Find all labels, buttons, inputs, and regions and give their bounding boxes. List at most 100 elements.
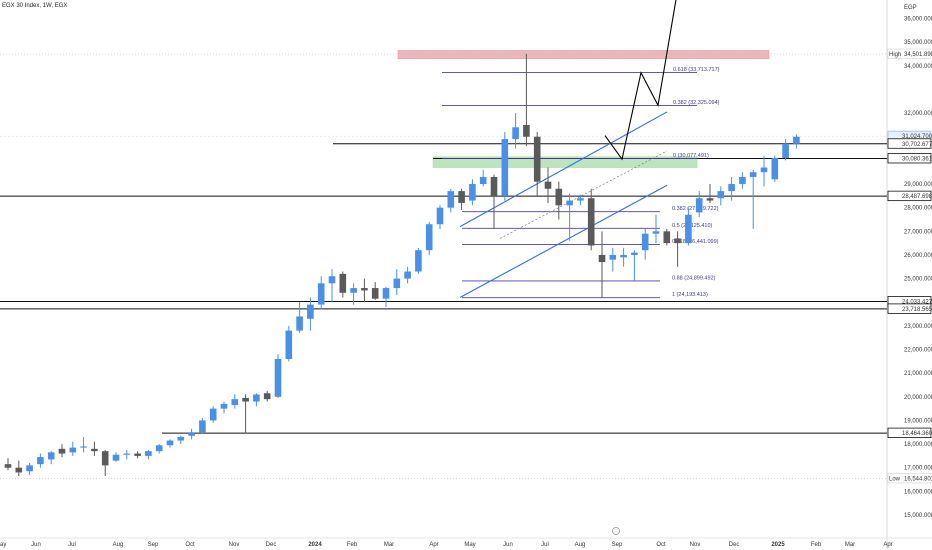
candle-body[interactable] [58, 448, 66, 454]
candle-body[interactable] [393, 278, 401, 289]
time-axis-label: Dec [266, 542, 277, 548]
candle-body[interactable] [793, 136, 800, 144]
candle-body[interactable] [685, 214, 692, 244]
candle-body[interactable] [652, 231, 660, 234]
candle-body[interactable] [609, 254, 617, 260]
time-axis-label: May [464, 542, 475, 548]
candle-body[interactable] [425, 224, 433, 251]
candle-body[interactable] [112, 454, 120, 461]
time-axis-label: Feb [811, 542, 822, 548]
candle-body[interactable] [598, 254, 606, 263]
candle-body[interactable] [447, 191, 455, 208]
fib-level-label: 0.618 (33,713.717) [673, 67, 720, 73]
candle-body[interactable] [641, 233, 649, 251]
candle-body[interactable] [404, 271, 411, 279]
candle-body[interactable] [231, 399, 239, 406]
time-axis-label: Feb [347, 542, 358, 548]
candle-body[interactable] [155, 445, 163, 452]
price-axis-tick: 15,000.000 [904, 513, 932, 519]
candle-body[interactable] [523, 124, 530, 137]
time-axis-label: 2024 [308, 542, 322, 548]
fib-level-label: 0.5 (27,125.410) [672, 223, 713, 229]
candle-body[interactable] [350, 288, 357, 293]
fib-level-label: 0.88 (24,899.492) [672, 275, 716, 281]
candle-body[interactable] [242, 397, 249, 402]
candle-body[interactable] [566, 200, 573, 206]
time-axis-label: Apr [429, 542, 438, 548]
candle-body[interactable] [458, 191, 465, 203]
channel-upper-line[interactable] [459, 111, 668, 228]
candle-body[interactable] [220, 403, 228, 409]
candle-body[interactable] [663, 231, 671, 244]
candle-body[interactable] [782, 143, 789, 159]
projection-path[interactable] [604, 0, 677, 161]
candle-body[interactable] [47, 452, 55, 460]
candle-body[interactable] [469, 184, 476, 201]
candle-body[interactable] [577, 198, 584, 201]
candle-body[interactable] [296, 316, 303, 331]
price-axis-tick: 32,000.000 [904, 111, 932, 117]
candle-body[interactable] [317, 283, 325, 305]
candle-body[interactable] [209, 408, 217, 421]
candle-body[interactable] [134, 453, 141, 456]
price-axis-tick: 25,000.000 [904, 277, 932, 283]
candle-body[interactable] [771, 158, 779, 180]
candle-body[interactable] [188, 432, 195, 436]
time-axis-label: Nov [229, 542, 240, 548]
price-axis-currency: EGP [904, 5, 917, 11]
candle-body[interactable] [371, 288, 379, 299]
candle-body[interactable] [706, 198, 714, 201]
candle-body[interactable] [361, 288, 368, 291]
candle-body[interactable] [739, 176, 746, 185]
time-axis-label: Aug [113, 542, 124, 548]
candle-body[interactable] [4, 464, 12, 468]
channel-lower-line[interactable] [459, 184, 668, 298]
candle-body[interactable] [339, 273, 347, 293]
candle-body[interactable] [123, 453, 131, 455]
candle-body[interactable] [555, 188, 563, 206]
candle-body[interactable] [512, 127, 519, 140]
price-label-box [887, 153, 932, 164]
candle-body[interactable] [80, 446, 87, 448]
candle-body[interactable] [177, 436, 185, 441]
candle-body[interactable] [166, 440, 174, 446]
candle-body[interactable] [382, 288, 390, 299]
candle-body[interactable] [415, 250, 422, 272]
candle-body[interactable] [199, 420, 206, 433]
candle-body[interactable] [695, 198, 703, 213]
candle-body[interactable] [37, 457, 44, 465]
candle-body[interactable] [91, 448, 98, 452]
price-label-box [887, 48, 932, 59]
candle-body[interactable] [728, 184, 735, 192]
candle-body[interactable] [26, 465, 33, 472]
candle-body[interactable] [263, 393, 271, 400]
candle-body[interactable] [587, 198, 595, 246]
price-axis-tick: 26,000.000 [904, 253, 932, 259]
candle-body[interactable] [749, 172, 757, 177]
candle-body[interactable] [490, 176, 498, 196]
candle-body[interactable] [501, 139, 509, 196]
candle-body[interactable] [760, 167, 768, 173]
event-marker-icon[interactable] [612, 527, 620, 535]
candle-body[interactable] [533, 136, 541, 182]
candle-body[interactable] [307, 304, 314, 319]
candle-body[interactable] [253, 394, 260, 402]
candle-body[interactable] [274, 358, 282, 397]
candle-body[interactable] [328, 276, 336, 284]
candle-body[interactable] [544, 181, 552, 189]
candle-body[interactable] [145, 451, 152, 456]
price-label-value: 28,487.698 [902, 194, 932, 200]
candle-body[interactable] [717, 191, 725, 199]
candle-body[interactable] [285, 330, 293, 359]
candle-body[interactable] [631, 252, 638, 255]
time-axis-label: Jul [541, 542, 549, 548]
candle-body[interactable] [436, 207, 444, 225]
candle-body[interactable] [101, 451, 109, 466]
candle-body[interactable] [674, 238, 681, 244]
candle-body[interactable] [69, 447, 77, 453]
candle-body[interactable] [479, 176, 487, 185]
candle-body[interactable] [620, 254, 627, 258]
candle-body[interactable] [15, 467, 23, 473]
